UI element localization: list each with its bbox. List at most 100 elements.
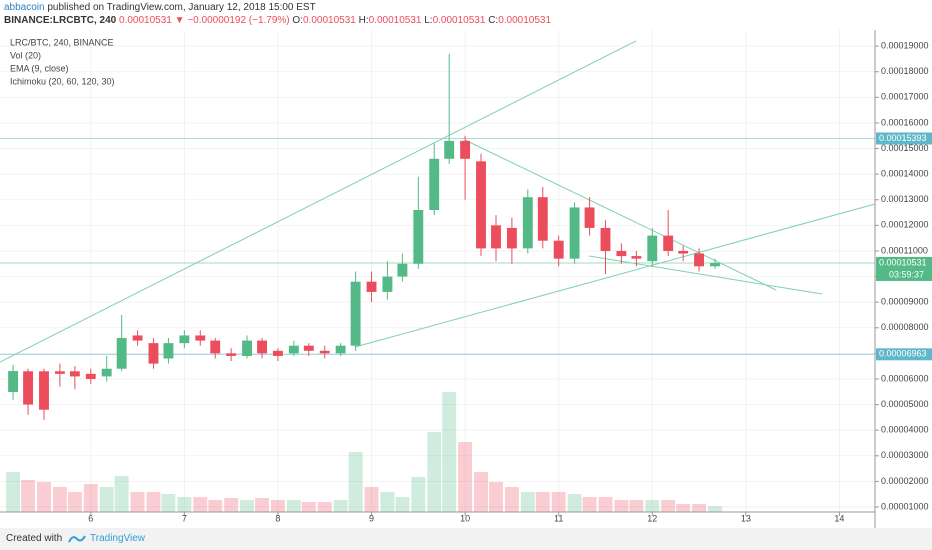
candle-body: [584, 207, 595, 228]
volume-bar: [489, 482, 503, 512]
price-tag: [876, 256, 932, 269]
published: published on TradingView.com, January 12…: [47, 2, 316, 13]
candle-body: [132, 335, 143, 341]
candle-body: [397, 263, 408, 277]
volume-bar: [629, 500, 644, 512]
candle-body: [429, 158, 440, 210]
y-tick-label: 0.00009000: [881, 297, 929, 307]
candle-body: [382, 276, 393, 292]
candle-body: [116, 338, 127, 369]
volume-bar: [37, 482, 51, 512]
candle-body: [663, 235, 674, 251]
candle-body: [444, 140, 455, 159]
candle-body: [631, 256, 642, 259]
x-tick-label: 9: [369, 513, 374, 523]
candle-body: [69, 371, 80, 377]
volume-bar: [411, 477, 426, 512]
x-tick-label: 12: [647, 513, 657, 523]
countdown: 03:59:37: [889, 269, 924, 279]
volume-bar: [458, 442, 473, 512]
x-tick-label: 11: [554, 513, 563, 523]
candle-body: [273, 350, 283, 356]
price-tag-label: 0.00015393: [879, 133, 927, 143]
candle-body: [522, 197, 533, 249]
volume-bar: [442, 392, 457, 512]
volume-bar: [504, 487, 519, 512]
candle-body: [39, 371, 49, 410]
volume-bar: [333, 500, 348, 512]
x-tick-label: 7: [182, 513, 187, 523]
x-tick-label: 10: [460, 513, 470, 523]
x-tick-label: 13: [741, 513, 751, 523]
x-tick-label: 8: [275, 513, 280, 523]
volume-bar: [708, 506, 722, 512]
candle-body: [179, 335, 190, 344]
candle-body: [54, 371, 65, 374]
header: abbacoin published on TradingView.com, J…: [4, 1, 551, 27]
candle-body: [476, 161, 486, 249]
candle-body: [678, 250, 689, 254]
candle-body: [413, 209, 424, 264]
y-tick-label: 0.00005000: [881, 399, 929, 409]
countdown-tag: [876, 268, 932, 281]
volume-bar: [177, 497, 192, 512]
ohlc-key: C:: [488, 15, 499, 26]
volume-bar: [83, 484, 98, 512]
volume-bar: [692, 504, 707, 512]
ohlc-value: 0.00010531: [432, 15, 486, 26]
quote-line: BINANCE:LRCBTC, 240 0.00010531 ▼ −0.0000…: [4, 14, 551, 27]
candles: [8, 53, 720, 420]
candle-body: [242, 340, 252, 356]
credit-prefix: Created with: [6, 533, 63, 544]
volume-bar: [99, 487, 114, 512]
legend-entry: Ichimoku (20, 60, 120, 30): [10, 76, 115, 86]
candle-body: [195, 335, 206, 341]
volume-bar: [208, 500, 223, 512]
volume-bar: [255, 498, 269, 512]
y-tick-label: 0.00002000: [881, 476, 929, 486]
credit-brand[interactable]: TradingView: [90, 533, 146, 544]
trend-line: [0, 40, 637, 363]
volume-bar: [364, 487, 379, 512]
ohlc-key: L:: [424, 15, 433, 26]
volume-bar: [598, 497, 613, 512]
chart: 0.00001000 0.00002000 0.00003000 0.00004000…: [0, 0, 932, 528]
volume-bar: [661, 500, 676, 512]
y-tick-label: 0.00011000: [881, 245, 928, 255]
ohlc-value: 0.00010531: [368, 15, 422, 26]
candle-body: [350, 281, 361, 346]
price-tag: [876, 132, 932, 145]
volume-bar: [645, 500, 660, 512]
candle-body: [319, 350, 330, 354]
volume-bar: [614, 500, 629, 512]
volume-bar: [317, 502, 332, 512]
trend-line: [588, 255, 823, 295]
candle-body: [303, 345, 314, 351]
ohlc-key: H:: [358, 15, 369, 26]
y-tick-label: 0.00014000: [881, 169, 929, 179]
candle-body: [335, 345, 346, 354]
volume-bar: [380, 492, 395, 512]
volume-bar: [427, 432, 442, 512]
volume-bar: [286, 500, 301, 512]
y-tick-label: 0.00018000: [881, 66, 929, 76]
y-tick-label: 0.00017000: [881, 92, 929, 102]
volume-bar: [52, 487, 67, 512]
volume-bar: [6, 472, 21, 512]
y-tick-label: 0.00016000: [881, 117, 929, 127]
volume-bar: [193, 497, 208, 512]
candle-body: [616, 250, 627, 257]
background: [0, 0, 932, 528]
y-tick-label: 0.00013000: [881, 194, 929, 204]
candle-body: [600, 227, 611, 251]
candle-body: [163, 343, 174, 359]
candle-body: [23, 371, 34, 405]
candle-body: [694, 253, 705, 267]
volume-bar: [301, 502, 316, 512]
candle-body: [226, 353, 237, 356]
candle-body: [647, 235, 658, 262]
volume-bar: [161, 494, 176, 512]
ohlc-value: 0.00010531: [302, 15, 356, 26]
volume-bar: [535, 492, 550, 512]
